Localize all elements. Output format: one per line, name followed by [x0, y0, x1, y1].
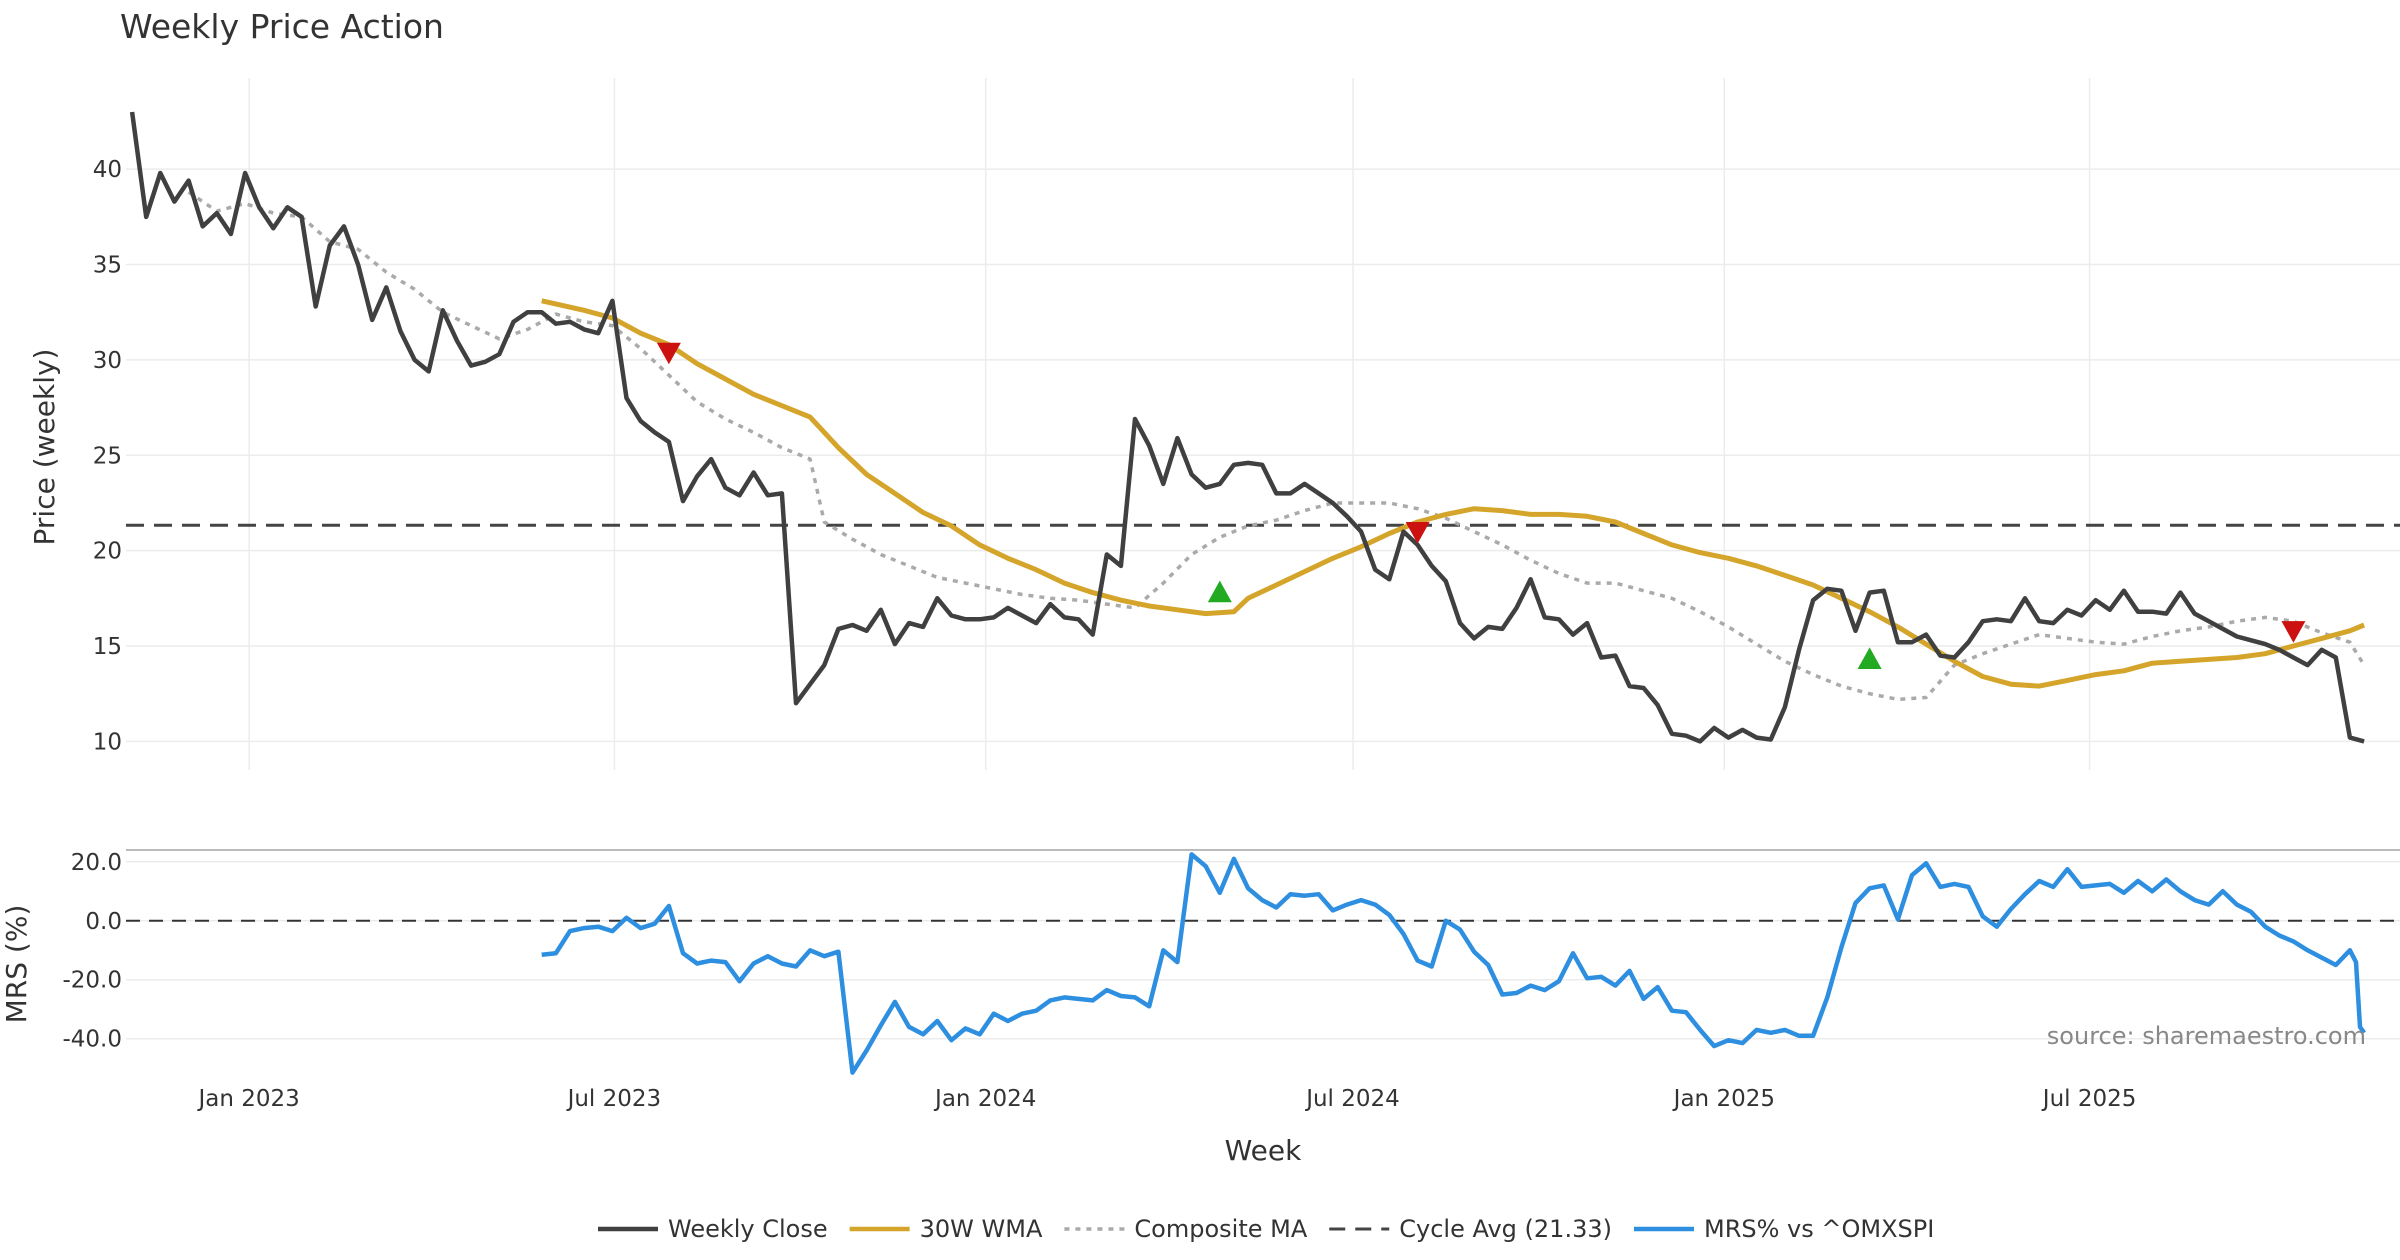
legend-label: MRS% vs ^OMXSPI — [1704, 1215, 1934, 1243]
mrs-line — [541, 852, 2366, 1075]
legend-item-30w-wma: 30W WMA — [849, 1215, 1043, 1243]
price-y-tick-label: 10 — [93, 729, 122, 755]
composite-ma-line — [187, 190, 2366, 702]
sell-signal-marker — [656, 342, 681, 365]
legend-item-cycle-avg-21-33: Cycle Avg (21.33) — [1329, 1215, 1612, 1243]
price-y-ticks: 10 15 20 25 30 35 40 — [93, 157, 122, 755]
buy-signal-marker — [1857, 647, 1882, 669]
price-y-tick-label: 35 — [93, 253, 122, 279]
x-tick-label: Jan 2025 — [1672, 1086, 1775, 1112]
signal-markers — [656, 342, 2306, 669]
price-y-tick-label: 15 — [93, 634, 122, 660]
mrs-y-axis-label: MRS (%) — [0, 905, 33, 1024]
legend-label: 30W WMA — [920, 1215, 1043, 1243]
x-axis-label: Week — [1225, 1134, 1302, 1167]
mrs-y-tick-label: -40.0 — [62, 1027, 122, 1053]
mrs-panel-grid — [126, 861, 2400, 1040]
legend: Weekly Close 30W WMA Composite MA Cycle Avg… — [598, 1215, 1934, 1243]
mrs-y-tick-label: -20.0 — [62, 968, 122, 994]
legend-label: Cycle Avg (21.33) — [1399, 1215, 1612, 1243]
weekly-close-line — [129, 111, 2365, 744]
x-tick-label: Jul 2023 — [566, 1086, 662, 1112]
price-series-group — [129, 111, 2366, 744]
legend-item-weekly-close: Weekly Close — [598, 1215, 828, 1243]
legend-label: Weekly Close — [668, 1215, 828, 1243]
x-ticks: Jan 2023 Jul 2023 Jan 2024 Jul 2024 Jan 2025… — [196, 1086, 2136, 1112]
price-y-tick-label: 30 — [93, 348, 122, 374]
x-tick-label: Jan 2024 — [933, 1086, 1036, 1112]
price-y-tick-label: 25 — [93, 443, 122, 469]
mrs-y-tick-label: 0.0 — [85, 909, 122, 935]
price-y-axis-label: Price (weekly) — [28, 349, 61, 546]
sell-signal-marker — [2281, 621, 2306, 643]
price-panel-grid — [126, 78, 2400, 770]
mrs-y-ticks: 20.0 0.0 -20.0 -40.0 — [62, 850, 122, 1053]
mrs-series-group — [541, 852, 2366, 1075]
price-y-tick-label: 40 — [93, 157, 122, 183]
legend-item-composite-ma: Composite MA — [1064, 1215, 1308, 1243]
mrs-y-tick-label: 20.0 — [71, 850, 122, 876]
x-tick-label: Jan 2023 — [196, 1086, 299, 1112]
source-annotation: source: sharemaestro.com — [2047, 1022, 2366, 1050]
buy-signal-marker — [1207, 580, 1232, 603]
legend-label: Composite MA — [1134, 1215, 1307, 1243]
sell-signal-marker — [1405, 521, 1430, 544]
price-y-tick-label: 20 — [93, 539, 122, 565]
30w-wma-line — [541, 298, 2366, 689]
legend-item-mrs-vs-omxspi: MRS% vs ^OMXSPI — [1633, 1215, 1934, 1243]
x-tick-label: Jul 2025 — [2041, 1086, 2137, 1112]
chart-title: Weekly Price Action — [120, 7, 444, 46]
x-tick-label: Jul 2024 — [1304, 1086, 1400, 1112]
